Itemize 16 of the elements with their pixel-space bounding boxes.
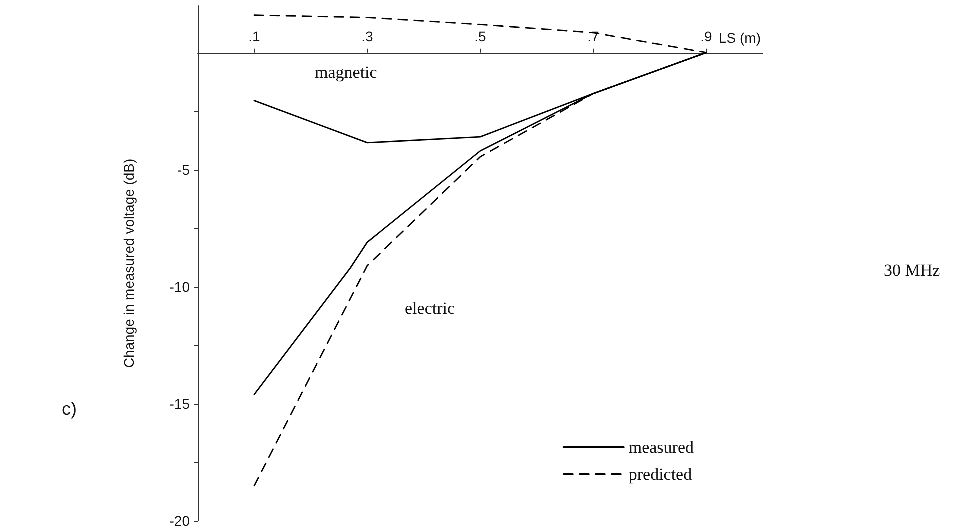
- x-tick-label: .9: [700, 28, 713, 44]
- y-tick-label: -20: [170, 513, 190, 528]
- y-tick-label: -15: [170, 396, 190, 412]
- y-axis-title: Change in measured voltage (dB): [121, 158, 137, 368]
- text: c): [62, 399, 77, 419]
- x-tick-label: .5: [474, 28, 487, 44]
- annotation: electric: [405, 299, 456, 318]
- x-axis-title: LS (m): [719, 30, 761, 46]
- legend-label: measured: [628, 438, 694, 457]
- x-tick-label: .1: [248, 28, 261, 44]
- y-tick-label: -10: [170, 278, 190, 295]
- x-tick-label: .3: [362, 28, 374, 44]
- annotation: magnetic: [315, 63, 378, 82]
- legend-label: predicted: [628, 465, 693, 484]
- y-tick-label: -5: [178, 162, 190, 178]
- text: 30 MHz: [884, 261, 941, 280]
